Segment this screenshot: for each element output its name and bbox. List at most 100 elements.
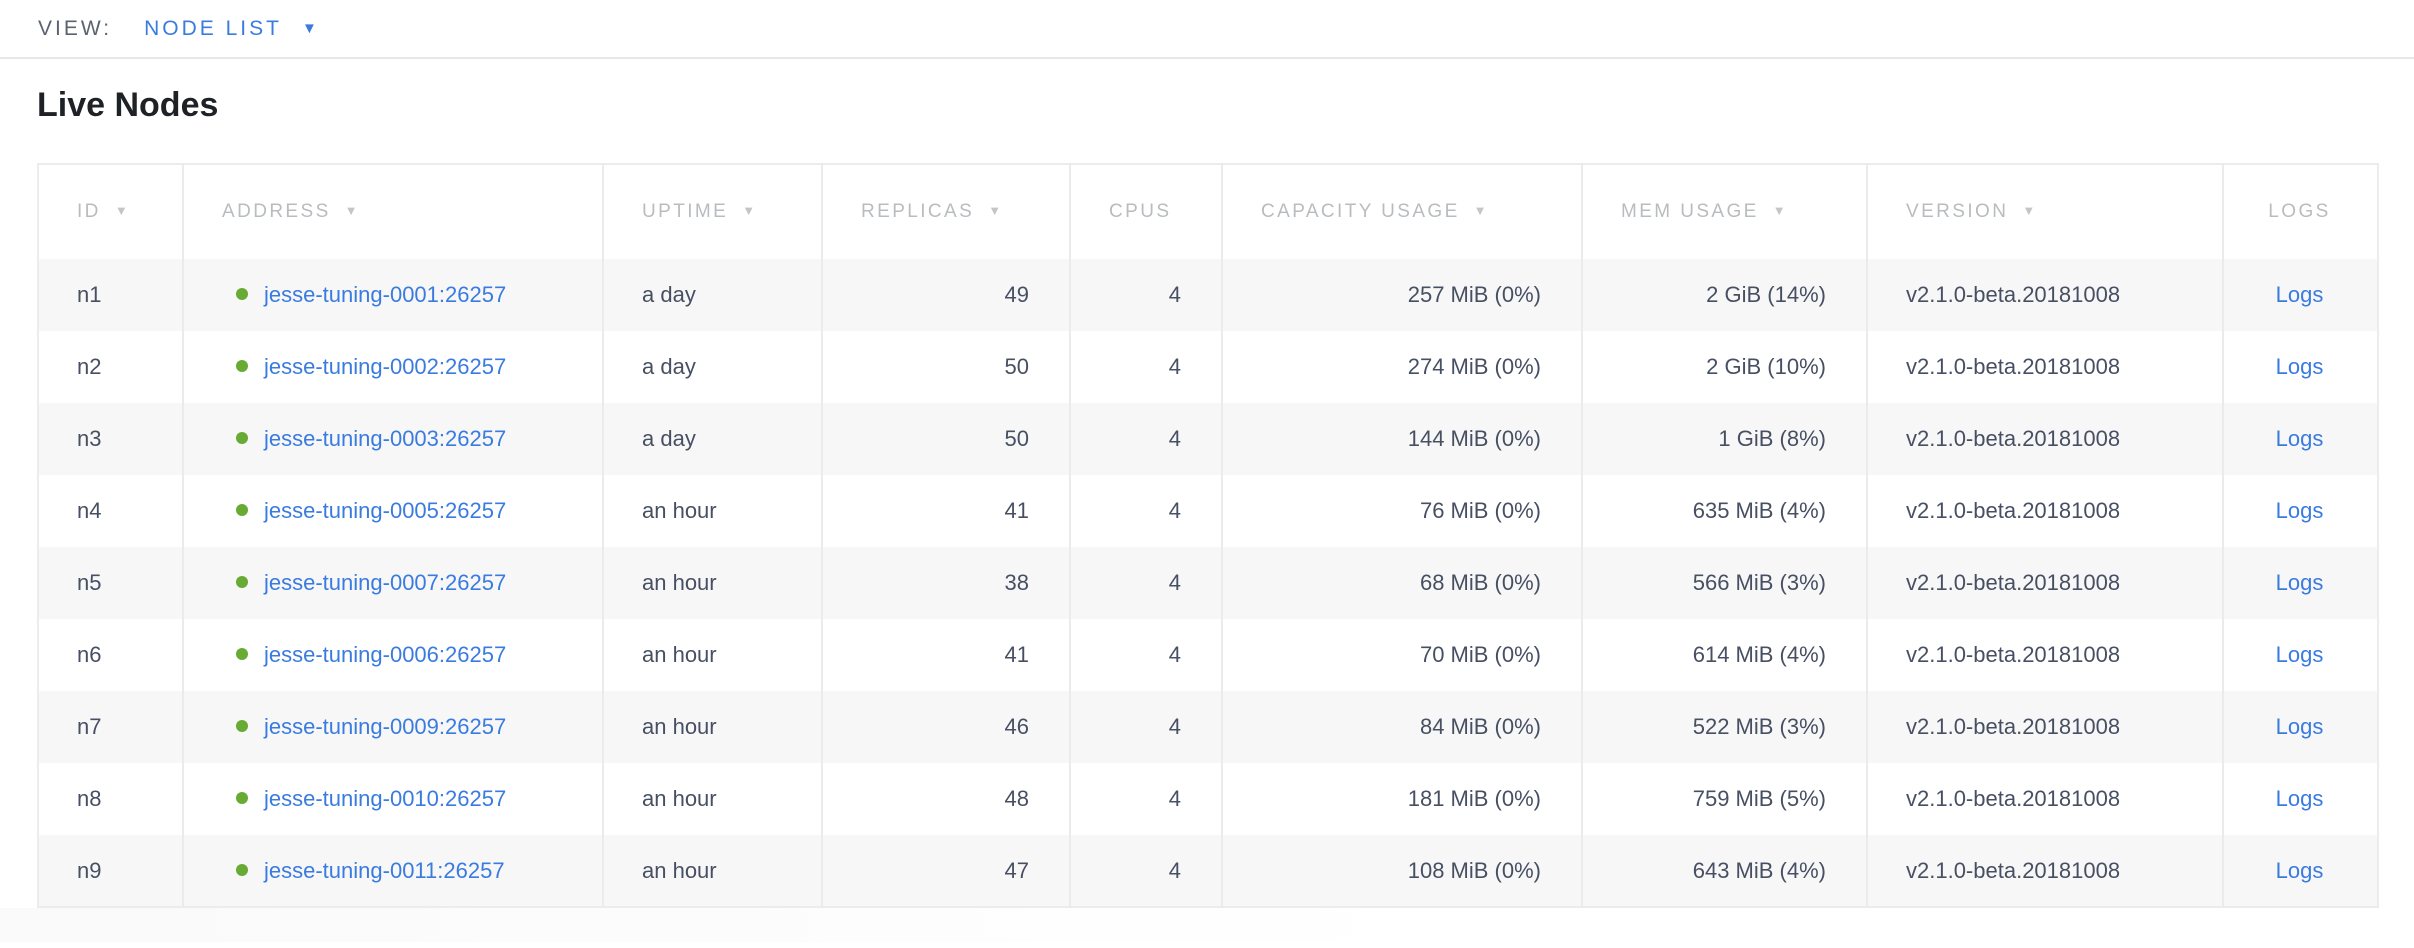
cell-capacity-usage: 84 MiB (0%) — [1222, 691, 1583, 763]
cell-mem-usage: 635 MiB (4%) — [1582, 475, 1868, 547]
live-nodes-section: Live Nodes ID ▼ ADDRESS ▼ UPTIME ▼ REPLI… — [0, 59, 2414, 908]
column-header-logs: LOGS — [2223, 164, 2378, 259]
cell-node-id: n3 — [38, 403, 184, 475]
logs-link[interactable]: Logs — [2275, 714, 2324, 739]
column-header-address[interactable]: ADDRESS ▼ — [183, 164, 604, 259]
cell-replicas: 49 — [822, 259, 1071, 331]
column-header-label: REPLICAS — [861, 201, 975, 222]
cell-node-id: n1 — [38, 259, 184, 331]
node-address-link[interactable]: jesse-tuning-0007:26257 — [264, 570, 507, 595]
node-address-link[interactable]: jesse-tuning-0009:26257 — [264, 714, 507, 739]
cell-mem-usage: 2 GiB (14%) — [1582, 259, 1868, 331]
cell-version: v2.1.0-beta.20181008 — [1867, 547, 2224, 619]
column-header-label: VERSION — [1906, 201, 2009, 222]
cell-node-id: n2 — [38, 331, 184, 403]
cell-version: v2.1.0-beta.20181008 — [1867, 331, 2224, 403]
logs-link[interactable]: Logs — [2275, 570, 2324, 595]
page-title: Live Nodes — [37, 86, 219, 124]
cell-uptime: an hour — [603, 835, 823, 907]
logs-link[interactable]: Logs — [2275, 498, 2324, 523]
cell-mem-usage: 566 MiB (3%) — [1582, 547, 1868, 619]
column-header-capacity_usage[interactable]: CAPACITY USAGE ▼ — [1222, 164, 1583, 259]
column-header-label: MEM USAGE — [1621, 201, 1759, 222]
cell-capacity-usage: 70 MiB (0%) — [1222, 619, 1583, 691]
column-header-mem_usage[interactable]: MEM USAGE ▼ — [1582, 164, 1868, 259]
cell-node-id: n9 — [38, 835, 184, 907]
node-address-link[interactable]: jesse-tuning-0003:26257 — [264, 426, 507, 451]
cell-capacity-usage: 274 MiB (0%) — [1222, 331, 1583, 403]
cell-address: jesse-tuning-0007:26257 — [183, 547, 604, 619]
cell-version: v2.1.0-beta.20181008 — [1867, 475, 2224, 547]
logs-link[interactable]: Logs — [2275, 426, 2324, 451]
cell-logs: Logs — [2223, 763, 2378, 835]
logs-link[interactable]: Logs — [2275, 857, 2324, 883]
column-header-version[interactable]: VERSION ▼ — [1867, 164, 2224, 259]
node-live-status-dot — [236, 432, 248, 444]
cell-mem-usage: 643 MiB (4%) — [1582, 835, 1868, 907]
cell-mem-usage: 2 GiB (10%) — [1582, 331, 1868, 403]
cell-capacity-usage: 76 MiB (0%) — [1222, 475, 1583, 547]
sort-arrow-icon: ▼ — [108, 203, 131, 218]
node-address-link[interactable]: jesse-tuning-0005:26257 — [264, 498, 507, 523]
cell-capacity-usage: 144 MiB (0%) — [1222, 403, 1583, 475]
node-live-status-dot — [236, 504, 248, 516]
cell-address: jesse-tuning-0006:26257 — [183, 619, 604, 691]
node-live-status-dot — [236, 288, 248, 300]
cell-capacity-usage: 68 MiB (0%) — [1222, 547, 1583, 619]
cell-node-id: n6 — [38, 619, 184, 691]
view-selector-dropdown[interactable]: NODE LIST ▼ — [144, 17, 317, 41]
node-live-status-dot — [236, 863, 248, 876]
cell-mem-usage: 1 GiB (8%) — [1582, 403, 1868, 475]
cell-logs: Logs — [2223, 403, 2378, 475]
cell-replicas: 48 — [822, 763, 1071, 835]
cell-node-id: n4 — [38, 475, 184, 547]
cell-cpus: 4 — [1070, 331, 1223, 403]
cell-replicas: 41 — [822, 619, 1071, 691]
cell-logs: Logs — [2223, 259, 2378, 331]
cell-version: v2.1.0-beta.20181008 — [1867, 763, 2224, 835]
table-row: n3 jesse-tuning-0003:26257 a day 50 4 14… — [38, 403, 2378, 475]
column-header-uptime[interactable]: UPTIME ▼ — [603, 164, 823, 259]
logs-link[interactable]: Logs — [2275, 354, 2324, 379]
logs-link[interactable]: Logs — [2275, 642, 2324, 667]
logs-link[interactable]: Logs — [2275, 282, 2324, 307]
table-row: n9 jesse-tuning-0011:26257 an hour 47 4 … — [38, 835, 2378, 907]
column-header-cpus: CPUS — [1070, 164, 1223, 259]
cell-node-id: n7 — [38, 691, 184, 763]
node-address-link[interactable]: jesse-tuning-0002:26257 — [264, 354, 507, 379]
node-live-status-dot — [236, 360, 248, 372]
cell-cpus: 4 — [1070, 547, 1223, 619]
cell-replicas: 47 — [822, 835, 1071, 907]
logs-link[interactable]: Logs — [2275, 786, 2324, 811]
column-header-id[interactable]: ID ▼ — [38, 164, 184, 259]
table-row: n8 jesse-tuning-0010:26257 an hour 48 4 … — [38, 763, 2378, 835]
node-address-link[interactable]: jesse-tuning-0011:26257 — [264, 857, 505, 883]
cell-replicas: 38 — [822, 547, 1071, 619]
cell-logs: Logs — [2223, 691, 2378, 763]
node-address-link[interactable]: jesse-tuning-0001:26257 — [264, 282, 507, 307]
table-row: n6 jesse-tuning-0006:26257 an hour 41 4 … — [38, 619, 2378, 691]
sort-arrow-icon: ▼ — [736, 203, 758, 218]
column-header-replicas[interactable]: REPLICAS ▼ — [822, 164, 1071, 259]
cell-address: jesse-tuning-0010:26257 — [183, 763, 604, 835]
sort-arrow-icon: ▼ — [338, 203, 360, 218]
cell-node-id: n5 — [38, 547, 184, 619]
cell-version: v2.1.0-beta.20181008 — [1867, 403, 2224, 475]
cell-logs: Logs — [2223, 835, 2378, 907]
view-selected-value: NODE LIST — [144, 16, 282, 40]
node-address-link[interactable]: jesse-tuning-0010:26257 — [264, 786, 507, 811]
cell-mem-usage: 614 MiB (4%) — [1582, 619, 1868, 691]
node-live-status-dot — [236, 576, 248, 588]
node-live-status-dot — [236, 792, 248, 804]
cell-logs: Logs — [2223, 331, 2378, 403]
cell-uptime: an hour — [603, 619, 823, 691]
cell-address: jesse-tuning-0011:26257 — [183, 835, 604, 907]
node-live-status-dot — [236, 648, 248, 660]
cell-cpus: 4 — [1070, 259, 1223, 331]
node-address-link[interactable]: jesse-tuning-0006:26257 — [264, 642, 507, 667]
column-header-label: LOGS — [2268, 201, 2331, 222]
sort-arrow-icon: ▼ — [2016, 203, 2038, 218]
cell-mem-usage: 759 MiB (5%) — [1582, 763, 1868, 835]
cell-cpus: 4 — [1070, 763, 1223, 835]
sort-arrow-icon: ▼ — [1766, 203, 1789, 218]
